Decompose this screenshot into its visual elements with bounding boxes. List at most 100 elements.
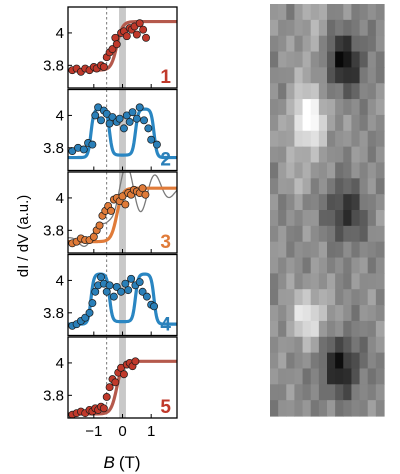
image-pixel	[367, 4, 377, 21]
image-pixel	[278, 400, 287, 417]
image-pixel	[335, 114, 344, 132]
panel-plot-area	[68, 172, 177, 253]
image-pixel	[302, 384, 312, 401]
image-pixel	[294, 320, 304, 338]
image-pixel	[367, 225, 377, 243]
y-tick-label: 4	[56, 107, 64, 124]
image-pixel	[359, 257, 369, 274]
image-pixel	[286, 257, 296, 274]
x-tick-label: 1	[147, 423, 155, 440]
image-pixel	[343, 99, 353, 116]
image-pixel	[327, 67, 336, 84]
image-pixel	[318, 19, 328, 37]
image-pixel	[343, 225, 353, 243]
image-pixel	[318, 320, 328, 338]
image-pixel	[335, 83, 344, 100]
image-pixel	[318, 368, 328, 385]
image-pixel	[367, 241, 377, 259]
image-pixel	[294, 257, 304, 274]
image-pixel	[359, 400, 369, 417]
image-pixel	[359, 320, 369, 338]
image-pixel	[294, 130, 304, 148]
data-point	[79, 145, 88, 154]
image-pixel	[294, 225, 304, 243]
image-pixel	[351, 225, 361, 243]
image-pixel	[318, 35, 328, 53]
y-tick-label: 3.8	[43, 140, 64, 157]
image-pixel	[318, 83, 328, 100]
image-pixel	[302, 194, 312, 211]
image-pixel	[278, 336, 287, 354]
image-pixel	[359, 35, 369, 53]
image-pixel	[270, 99, 279, 116]
data-point	[99, 404, 108, 413]
image-pixel	[302, 146, 312, 164]
image-pixel	[302, 83, 312, 100]
image-pixel	[335, 67, 344, 84]
image-pixel	[270, 210, 279, 227]
y-tick-label: 3.8	[43, 387, 64, 404]
y-tick-label: 3.8	[43, 57, 64, 74]
panel-number-label: 1	[160, 67, 171, 88]
image-pixel	[343, 162, 353, 179]
image-pixel	[367, 368, 377, 385]
image-pixel	[367, 194, 377, 211]
image-pixel	[327, 368, 336, 385]
image-pixel	[351, 67, 361, 84]
data-point	[124, 286, 133, 295]
image-pixel	[335, 305, 344, 322]
image-pixel	[286, 162, 296, 179]
image-pixel	[318, 352, 328, 370]
image-pixel	[286, 273, 296, 290]
image-pixel	[359, 130, 369, 148]
image-pixel	[270, 225, 279, 243]
panel-1: 3.8 4 1	[43, 6, 178, 89]
image-pixel	[278, 368, 287, 385]
image-pixel	[302, 99, 312, 116]
image-pixel	[359, 83, 369, 100]
image-pixel	[343, 273, 353, 290]
image-pixel	[294, 99, 304, 116]
image-pixel	[367, 352, 377, 370]
image-pixel	[351, 194, 361, 211]
image-pixel	[367, 273, 377, 290]
image-pixel	[286, 51, 296, 68]
image-pixel	[335, 4, 344, 21]
data-point	[138, 184, 147, 193]
image-pixel	[294, 210, 304, 227]
image-pixel	[302, 4, 312, 21]
image-pixel	[335, 130, 344, 148]
image-pixel	[278, 225, 287, 243]
image-pixel	[294, 162, 304, 179]
image-pixel	[302, 67, 312, 84]
image-pixel	[278, 241, 287, 259]
image-pixel	[270, 4, 279, 21]
panel-plot-area	[68, 337, 177, 418]
image-pixel	[318, 130, 328, 148]
image-pixel	[359, 194, 369, 211]
image-pixel	[335, 289, 344, 306]
image-pixel	[286, 83, 296, 100]
x-axis-label: B (T)	[103, 453, 140, 472]
image-pixel	[294, 289, 304, 306]
image-pixel	[270, 51, 279, 68]
data-point	[127, 274, 136, 283]
image-pixel	[351, 178, 361, 195]
image-pixel	[286, 210, 296, 227]
image-pixel	[270, 273, 279, 290]
image-pixel	[351, 384, 361, 401]
image-pixel	[310, 225, 320, 243]
image-pixel	[278, 178, 287, 195]
image-pixel	[367, 99, 377, 116]
image-pixel	[310, 4, 320, 21]
image-pixel	[302, 368, 312, 385]
image-pixel	[367, 178, 377, 195]
image-pixel	[359, 384, 369, 401]
image-pixel	[327, 289, 336, 306]
image-pixel	[310, 400, 320, 417]
image-pixel	[351, 130, 361, 148]
x-axis-label-variable: B	[103, 453, 114, 472]
image-pixel	[286, 352, 296, 370]
panel-number-label: 3	[160, 232, 171, 253]
image-pixel	[375, 225, 385, 243]
